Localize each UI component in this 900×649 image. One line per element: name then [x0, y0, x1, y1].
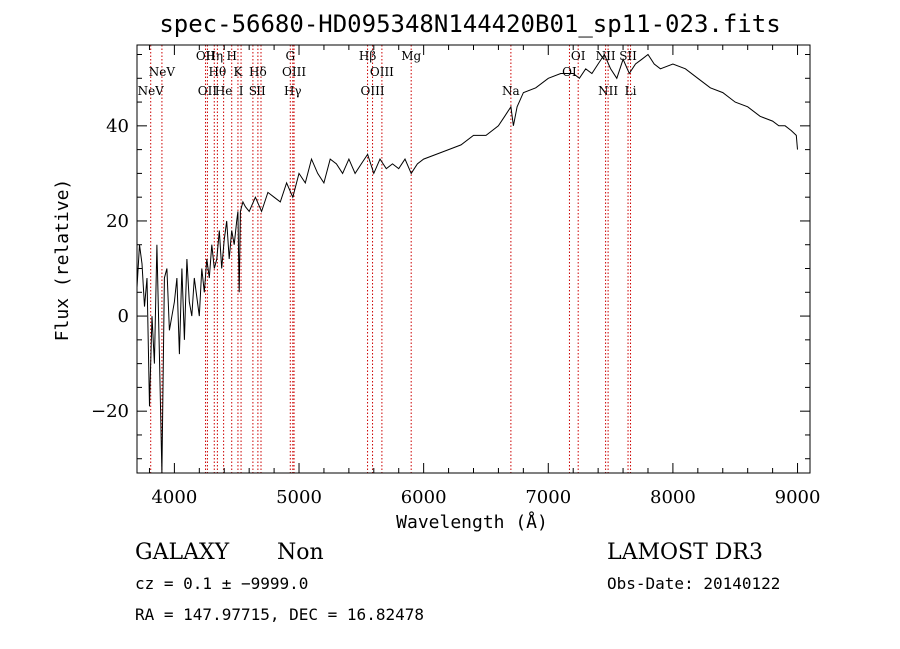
spectral-line-markers: [150, 45, 632, 473]
spectral-line-label: OIII: [370, 65, 394, 79]
chart-title: spec-56680-HD095348N144420B01_sp11-023.f…: [159, 10, 780, 38]
spectrum-line: [136, 53, 798, 474]
spectral-line-label: NII: [598, 84, 618, 98]
spectral-line-label: He: [215, 84, 233, 98]
y-tick-label: 20: [106, 211, 129, 232]
object-class: GALAXY: [135, 540, 230, 565]
spectral-line-label: Hβ: [359, 49, 376, 63]
spectral-line-label: OIII: [282, 65, 306, 79]
spectral-line-label: Li: [625, 84, 637, 98]
y-tick-label: 0: [118, 306, 129, 327]
coordinates: RA = 147.97715, DEC = 16.82478: [135, 605, 424, 624]
object-subclass: Non: [277, 540, 324, 565]
spectral-line-label: OII: [196, 49, 216, 63]
x-tick-label: 8000: [650, 487, 696, 508]
spectral-line-label: K: [233, 65, 243, 79]
y-axis-ticks: −20 0 20 40: [91, 54, 810, 460]
spectral-line-label: NeV: [138, 84, 165, 98]
spectral-line-label: SII: [619, 49, 637, 63]
y-tick-label: −20: [91, 401, 129, 422]
spectral-line-label: I: [239, 84, 244, 98]
x-tick-label: 9000: [775, 487, 821, 508]
spectral-line-label: OIII: [361, 84, 385, 98]
spectral-line-label: H: [226, 49, 236, 63]
obs-date: Obs-Date: 20140122: [607, 574, 780, 593]
x-tick-label: 5000: [276, 487, 322, 508]
spectral-line-label: OI: [571, 49, 586, 63]
survey-name: LAMOST DR3: [607, 540, 763, 565]
spectral-line-label: NII: [596, 49, 616, 63]
y-tick-label: 40: [106, 116, 129, 137]
spectral-line-label: OII: [198, 84, 218, 98]
spectral-line-label: Hγ: [284, 84, 302, 98]
spectral-line-label: Mg: [401, 49, 421, 63]
spectral-line-label: NeV: [149, 65, 176, 79]
spectral-line-label: S: [249, 84, 257, 98]
spectral-line-label: OI: [562, 65, 577, 79]
spectral-line-label: II: [256, 84, 266, 98]
spectral-line-label: Hη: [205, 49, 223, 63]
x-tick-label: 4000: [151, 487, 197, 508]
x-tick-label: 7000: [525, 487, 571, 508]
spectral-line-label: Na: [502, 84, 520, 98]
x-tick-label: 6000: [401, 487, 447, 508]
x-axis-label: Wavelength (Å): [396, 511, 548, 533]
y-axis-label: Flux (relative): [52, 179, 73, 342]
x-axis-ticks: 4000 5000 6000 7000 8000 9000: [148, 45, 821, 508]
spectral-line-label: Hθ: [209, 65, 227, 79]
redshift-info: cz = 0.1 ± −9999.0: [135, 574, 308, 593]
spectral-line-label: Hδ: [249, 65, 267, 79]
spectral-line-label: G: [285, 49, 295, 63]
